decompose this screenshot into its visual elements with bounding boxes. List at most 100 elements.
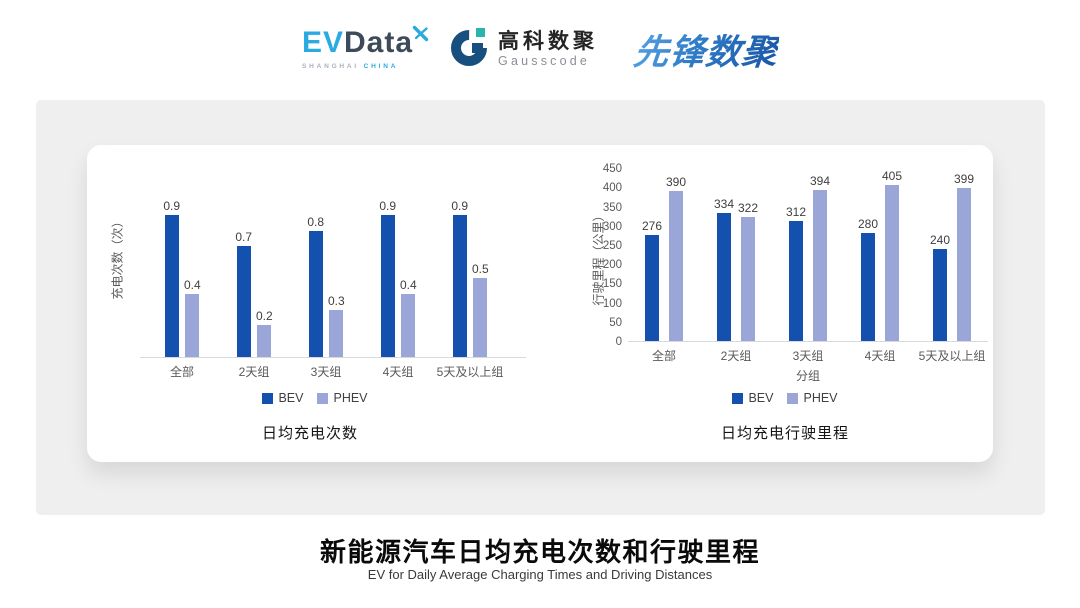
bar-value-label: 0.2 — [256, 309, 273, 324]
bar-phev — [885, 185, 900, 341]
bar-value-label: 0.3 — [328, 293, 345, 308]
bar-with-label: 322 — [738, 201, 758, 341]
evdata-logo: EV Data SHANGHAI CHINA — [301, 25, 429, 70]
category-label: 3天组 — [792, 349, 824, 363]
bar-with-label: 280 — [858, 217, 878, 341]
legend-swatch-bev — [262, 392, 274, 404]
legend-label-bev: BEV — [278, 391, 304, 405]
bar-with-label: 0.9 — [379, 199, 396, 357]
bar-with-label: 394 — [810, 173, 831, 341]
logo-bar: EV Data SHANGHAI CHINA — [0, 18, 1080, 80]
spark-icon — [412, 18, 429, 48]
bars-area: 0.9 0.4 0.7 0.2 0.8 0.3 0.9 0.4 0.9 0.5 — [140, 183, 526, 358]
bar-value-label: 405 — [882, 169, 903, 184]
category-axis: 全部 2天组 3天组 4天组 5天及以上组 — [140, 363, 526, 380]
legend-swatch-phev — [787, 392, 799, 404]
bar-with-label: 334 — [714, 197, 734, 341]
bar-bev — [932, 248, 947, 341]
legend-item-bev: BEV — [732, 391, 773, 405]
bar-bev — [788, 221, 803, 341]
chart-legend: BEV PHEV — [95, 391, 535, 405]
bar-with-label: 405 — [882, 169, 902, 341]
charts-card: 充电次数（次） 0.9 0.4 0.7 0.2 0.8 0.3 0.9 0.4 0.9 0.5 全… — [87, 145, 993, 462]
plot-area: 0.9 0.4 0.7 0.2 0.8 0.3 0.9 0.4 0.9 0.5 全部 2天组 3天组 4… — [140, 183, 526, 380]
bar-value-label: 390 — [666, 175, 687, 190]
gausscode-text: 高科数聚 Gausscode — [498, 30, 598, 68]
bar-group: 0.8 0.3 — [290, 215, 362, 357]
y-axis-ticks: 0 50 100 150 200 250 300 350 400 450 — [577, 162, 622, 348]
bar-with-label: 0.8 — [307, 215, 324, 357]
bar-with-label: 0.9 — [451, 199, 468, 357]
x-axis-label: 分组 — [795, 369, 820, 383]
plot-area: 276 390 334 322 312 394 280 405 240 399 全部 2天组 3天组 4… — [628, 162, 988, 364]
bar-value-label: 0.4 — [184, 277, 201, 292]
evdata-data-text: Data — [343, 26, 414, 59]
bar-group: 0.9 0.5 — [434, 199, 506, 357]
bar-value-label: 0.5 — [472, 262, 489, 276]
bar-value-label: 0.9 — [163, 198, 180, 213]
y-tick-label: 450 — [602, 163, 622, 175]
bar-value-label: 399 — [954, 171, 975, 186]
bar-group: 276 390 — [628, 175, 700, 341]
bar-bev — [308, 230, 323, 357]
bar-bev — [380, 214, 395, 357]
category-label: 5天及以上组 — [918, 349, 986, 363]
chart-title: 日均充电行驶里程 — [720, 425, 849, 442]
bar-value-label: 334 — [713, 196, 734, 211]
evdata-ev-text: EV — [301, 26, 344, 59]
y-tick-label: 100 — [602, 297, 622, 310]
bar-phev — [401, 293, 416, 357]
bar-phev — [473, 278, 488, 357]
bars-area: 276 390 334 322 312 394 280 405 240 399 — [628, 162, 988, 342]
bar-value-label: 0.9 — [379, 198, 396, 213]
bar-value-label: 0.9 — [451, 198, 468, 213]
bar-phev — [741, 217, 756, 341]
bar-value-label: 280 — [857, 217, 878, 232]
bar-group: 0.9 0.4 — [146, 199, 218, 357]
bar-with-label: 0.4 — [184, 278, 201, 357]
bar-group: 334 322 — [700, 197, 772, 341]
category-label: 4天组 — [382, 365, 414, 379]
evdata-china-text: CHINA — [363, 63, 399, 70]
legend-label-phev: PHEV — [803, 391, 838, 405]
chart-daily-driving-distance: 行驶里程（公里） 0 50 100 150 200 250 300 350 400 450 276… — [542, 145, 993, 462]
bar-value-label: 312 — [785, 205, 806, 220]
bar-with-label: 0.3 — [328, 294, 345, 357]
bar-value-label: 322 — [738, 201, 759, 216]
bar-with-label: 276 — [642, 219, 662, 341]
legend-item-phev: PHEV — [787, 391, 838, 405]
xianfeng-logo: 先锋数聚 — [631, 24, 780, 75]
page-title: 新能源汽车日均充电次数和行驶里程 — [319, 537, 760, 567]
gausscode-en-text: Gausscode — [498, 54, 591, 69]
bar-value-label: 240 — [929, 232, 950, 247]
category-axis: 全部 2天组 3天组 4天组 5天及以上组 — [628, 347, 988, 364]
bar-phev — [329, 309, 344, 357]
bar-phev — [669, 191, 684, 341]
bar-group: 0.9 0.4 — [362, 199, 434, 357]
gausscode-g-icon — [449, 27, 489, 72]
y-tick-label: 400 — [602, 182, 622, 195]
bar-with-label: 0.7 — [235, 230, 252, 357]
category-label: 2天组 — [720, 349, 752, 363]
bar-with-label: 390 — [666, 175, 686, 341]
page-subtitle: EV for Daily Average Charging Times and … — [367, 567, 713, 582]
category-label: 3天组 — [310, 365, 342, 379]
bar-bev — [236, 246, 251, 357]
bar-value-label: 0.4 — [400, 277, 417, 292]
legend-label-bev: BEV — [748, 391, 774, 405]
chart-title: 日均充电次数 — [261, 425, 358, 442]
category-label: 4天组 — [864, 349, 896, 363]
bar-bev — [860, 233, 875, 341]
bar-bev — [164, 214, 179, 357]
y-tick-label: 150 — [602, 278, 622, 291]
bar-with-label: 0.4 — [400, 278, 417, 357]
y-tick-label: 350 — [602, 201, 622, 214]
category-label: 全部 — [651, 349, 676, 363]
y-tick-label: 0 — [615, 336, 622, 348]
gausscode-cn-text: 高科数聚 — [498, 29, 599, 53]
y-tick-label: 250 — [602, 239, 622, 252]
bar-with-label: 0.5 — [472, 262, 489, 357]
bar-with-label: 399 — [954, 172, 974, 341]
bar-value-label: 394 — [810, 173, 831, 188]
